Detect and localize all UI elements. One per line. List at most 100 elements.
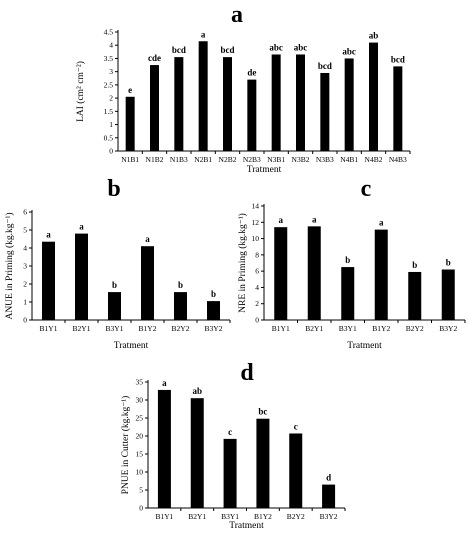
bar-N3B3 bbox=[320, 72, 330, 151]
y-tick-label: 14 bbox=[252, 202, 260, 211]
data-label: d bbox=[326, 473, 331, 483]
data-label: a bbox=[79, 222, 84, 232]
x-tick-label: N3B3 bbox=[316, 155, 334, 164]
y-tick-label: 0 bbox=[23, 316, 27, 325]
bar-B1Y1 bbox=[42, 241, 55, 320]
x-axis-title: Tratment bbox=[347, 341, 382, 351]
data-label: de bbox=[247, 68, 256, 78]
x-tick-label: B2Y2 bbox=[172, 324, 190, 333]
data-label: bcd bbox=[391, 54, 405, 64]
data-label: e bbox=[128, 85, 132, 95]
y-tick-label: 2 bbox=[109, 94, 113, 103]
y-tick-label: 20 bbox=[136, 432, 144, 441]
bar-N1B2 bbox=[150, 65, 159, 151]
y-tick-label: 2 bbox=[255, 299, 259, 308]
data-label: a bbox=[46, 230, 51, 240]
x-tick-label: N1B3 bbox=[170, 155, 188, 164]
panel-label-c: c bbox=[361, 176, 372, 202]
data-label: a bbox=[379, 218, 384, 228]
data-label: ab bbox=[192, 386, 202, 396]
data-label: cde bbox=[148, 53, 161, 63]
data-label: b bbox=[211, 289, 216, 299]
panel-label-d: d bbox=[240, 360, 254, 386]
x-tick-label: N1B2 bbox=[146, 155, 164, 164]
y-tick-label: 1 bbox=[109, 120, 113, 129]
x-tick-label: N3B1 bbox=[267, 155, 285, 164]
bar-N2B1 bbox=[198, 41, 208, 151]
data-label: abc bbox=[342, 46, 356, 56]
x-tick-label: B3Y1 bbox=[339, 324, 357, 333]
y-axis-title: NRE in Priming (kg.kg⁻¹) bbox=[237, 213, 248, 313]
data-label: ab bbox=[369, 31, 379, 41]
y-tick-label: 12 bbox=[252, 218, 260, 227]
x-axis-title: Tratment bbox=[247, 165, 282, 175]
x-tick-label: B1Y1 bbox=[272, 324, 290, 333]
data-label: bcd bbox=[220, 45, 234, 55]
bar-B3Y1 bbox=[341, 267, 355, 320]
x-tick-label: B3Y2 bbox=[205, 324, 223, 333]
data-label: c bbox=[228, 427, 232, 437]
y-axis-title: LAI (cm² cm⁻²) bbox=[75, 61, 86, 122]
bar-B1Y2 bbox=[374, 229, 388, 320]
bar-B1Y1 bbox=[157, 389, 171, 508]
x-tick-label: B1Y2 bbox=[372, 324, 390, 333]
data-label: a bbox=[201, 29, 206, 39]
data-label: a bbox=[145, 234, 150, 244]
chart-panel-b: b 0 1 2 3 4 5 6 a B1Y1 a B2Y1 b B3Y1 a B1Y2 b B2Y2 b B3Y2 Tr… bbox=[4, 176, 231, 351]
y-tick-label: 4 bbox=[255, 283, 259, 292]
y-tick-label: 2.5 bbox=[104, 80, 114, 89]
x-tick-label: B2Y2 bbox=[287, 512, 305, 521]
y-tick-label: 1 bbox=[23, 298, 27, 307]
x-tick-label: B3Y1 bbox=[106, 324, 124, 333]
y-tick-label: 6 bbox=[23, 208, 27, 217]
y-tick-label: 35 bbox=[136, 378, 144, 387]
y-tick-label: 3.5 bbox=[104, 54, 114, 63]
chart-panel-a: a 0 0.5 1 1.5 2 2.5 3 3.5 4 4.5 e N1B1 cde N1B2 bcd N1B3… bbox=[75, 2, 411, 175]
y-tick-label: 4 bbox=[23, 244, 27, 253]
x-tick-label: B2Y1 bbox=[305, 324, 323, 333]
bar-B1Y2 bbox=[256, 418, 270, 508]
y-tick-label: 15 bbox=[136, 450, 144, 459]
x-tick-label: B2Y2 bbox=[406, 324, 424, 333]
bar-B2Y1 bbox=[307, 226, 321, 320]
data-label: a bbox=[312, 214, 317, 224]
bar-N1B1 bbox=[125, 96, 135, 151]
x-tick-label: B1Y2 bbox=[139, 324, 157, 333]
x-tick-label: N1B1 bbox=[121, 155, 139, 164]
bar-N4B2 bbox=[369, 42, 378, 152]
x-tick-label: B1Y1 bbox=[40, 324, 58, 333]
y-axis-title: ANUE in Priming (kg.kg⁻¹) bbox=[4, 212, 15, 319]
chart-panel-d: d 0 5 10 15 20 25 30 35 a B1Y1 ab B2Y1 c B3Y1 bc B1Y2 c B2… bbox=[120, 360, 346, 531]
x-tick-label: N4B1 bbox=[340, 155, 358, 164]
bar-N4B1 bbox=[344, 58, 354, 151]
bar-N3B1 bbox=[271, 54, 281, 151]
y-axis-title: PNUE in Cutter (kg.kg⁻¹) bbox=[120, 396, 131, 495]
x-tick-label: N4B2 bbox=[365, 155, 383, 164]
y-tick-label: 30 bbox=[136, 396, 144, 405]
x-tick-label: B1Y1 bbox=[155, 512, 173, 521]
y-tick-label: 4 bbox=[109, 41, 113, 50]
bar-B1Y1 bbox=[274, 227, 288, 320]
y-tick-label: 25 bbox=[136, 414, 144, 423]
data-label: bc bbox=[258, 407, 267, 417]
data-label: b bbox=[112, 280, 117, 290]
y-tick-label: 0.5 bbox=[104, 133, 114, 142]
bar-B2Y1 bbox=[75, 233, 88, 320]
data-label: abc bbox=[269, 42, 283, 52]
x-axis-title: Tratment bbox=[114, 341, 149, 351]
x-tick-label: B3Y2 bbox=[439, 324, 457, 333]
y-tick-label: 10 bbox=[136, 468, 144, 477]
x-tick-label: B2Y1 bbox=[188, 512, 206, 521]
x-tick-label: B3Y1 bbox=[221, 512, 239, 521]
data-label: b bbox=[446, 258, 451, 268]
panel-label-b: b bbox=[107, 176, 120, 202]
x-tick-label: B2Y1 bbox=[73, 324, 91, 333]
bar-B1Y2 bbox=[141, 246, 154, 320]
y-tick-label: 3 bbox=[23, 262, 27, 271]
data-label: a bbox=[162, 378, 167, 388]
y-tick-label: 0 bbox=[139, 504, 143, 513]
x-tick-label: N4B3 bbox=[389, 155, 407, 164]
x-tick-label: N3B2 bbox=[292, 155, 310, 164]
y-tick-label: 5 bbox=[139, 486, 143, 495]
bar-B2Y2 bbox=[289, 433, 303, 508]
